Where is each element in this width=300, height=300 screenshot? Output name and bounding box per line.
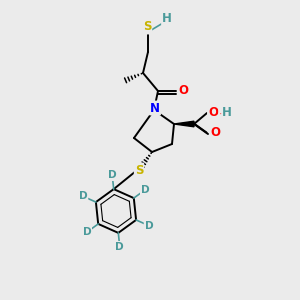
Polygon shape	[174, 121, 194, 127]
Text: N: N	[150, 101, 160, 115]
Text: O: O	[208, 106, 218, 119]
Text: D: D	[79, 191, 87, 201]
Text: H: H	[222, 106, 232, 119]
Text: O: O	[178, 85, 188, 98]
Text: D: D	[108, 170, 116, 180]
Text: D: D	[141, 185, 149, 195]
Text: S: S	[143, 20, 151, 34]
Text: O: O	[210, 127, 220, 140]
Text: -: -	[219, 110, 223, 118]
Text: S: S	[135, 164, 143, 176]
Text: D: D	[145, 220, 153, 231]
Text: D: D	[116, 242, 124, 252]
Text: H: H	[162, 11, 172, 25]
Text: D: D	[82, 227, 91, 237]
